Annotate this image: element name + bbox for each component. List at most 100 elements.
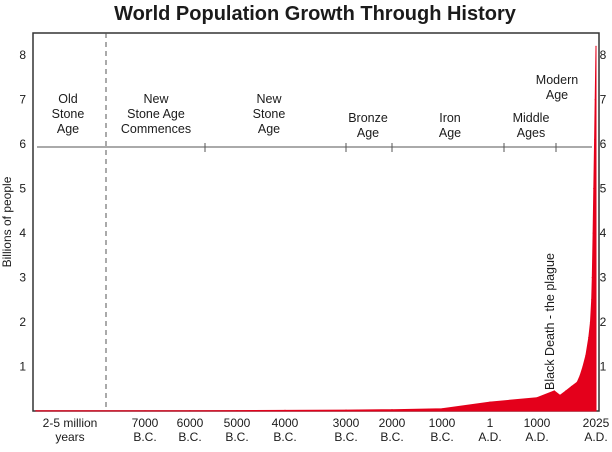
x-tick-label-line: 1 [487,416,494,430]
y-tick-label-right: 6 [600,137,607,151]
x-tick-label-line: A.D. [525,430,548,444]
population-series [35,45,597,412]
x-tick-label-line: B.C. [178,430,201,444]
x-tick-label-line: 3000 [333,416,360,430]
era-label-line: Ages [517,126,546,140]
data-point [391,409,393,411]
y-tick-label-right: 3 [600,271,607,285]
y-tick-label-left: 5 [19,182,26,196]
x-tick-label-line: B.C. [430,430,453,444]
y-tick-label-left: 6 [19,137,26,151]
era-label-line: Stone [52,107,85,121]
era-label-line: Commences [121,122,191,136]
era-dividers [204,143,557,152]
data-point [441,408,443,410]
x-tick-label-line: 2-5 million [43,416,98,430]
y-tick-label-right: 4 [600,226,607,240]
era-label-line: Modern [536,73,578,87]
data-point [144,410,146,412]
data-point [559,394,561,396]
data-point [594,99,596,101]
x-tick-label-line: A.D. [478,430,501,444]
x-tick-label-line: 2025 [583,416,610,430]
era-label-line: Age [439,126,461,140]
era-label-line: Age [57,122,79,136]
y-tick-label-right: 1 [600,360,607,374]
y-tick-label-right: 7 [600,93,607,107]
era-label-line: Stone [253,107,286,121]
plot-frame [32,32,600,412]
y-tick-label-left: 4 [19,226,26,240]
x-tick-label-line: B.C. [273,430,296,444]
data-point [595,45,597,47]
era-label-line: Stone Age [127,107,185,121]
y-tick-label-right: 8 [600,48,607,62]
y-tick-label-left: 3 [19,271,26,285]
y-axis-label-group: Billions of people [0,176,14,267]
x-tick-label-line: B.C. [380,430,403,444]
data-point [591,299,593,301]
x-tick-label-line: A.D. [584,430,607,444]
population-area [35,46,597,412]
x-tick-label-line: years [55,430,84,444]
x-tick-label-line: 1000 [429,416,456,430]
data-point [284,409,286,411]
x-tick-label-line: 7000 [132,416,159,430]
x-tick-label-line: B.C. [334,430,357,444]
y-tick-label-left: 8 [19,48,26,62]
era-label-line: Iron [439,111,461,125]
data-point [553,390,555,392]
data-point [588,337,590,339]
data-point [585,354,587,356]
era-label-line: Bronze [348,111,388,125]
black-death-annotation: Black Death - the plague [543,253,557,390]
era-label-line: New [143,92,169,106]
era-label-line: Old [58,92,78,106]
x-tick-label-line: B.C. [133,430,156,444]
data-point [593,188,595,190]
data-point [579,374,581,376]
y-tick-label-left: 2 [19,315,26,329]
y-tick-label-right: 5 [600,182,607,196]
y-tick-label-left: 1 [19,360,26,374]
x-tick-label-line: 2000 [379,416,406,430]
data-point [582,365,584,368]
y-axis-label: Billions of people [0,176,14,267]
chart-title: World Population Growth Through History [114,3,517,25]
data-point [35,410,37,412]
x-tick-label-line: 4000 [272,416,299,430]
y-tick-label-left: 7 [19,93,26,107]
x-tick-label: 1A.D. [478,416,501,444]
data-point [189,410,191,412]
era-label-line: Middle [513,111,550,125]
data-point [570,385,573,388]
era-label-line: New [256,92,282,106]
x-tick-label-line: 5000 [224,416,251,430]
era-label-line: Age [546,88,568,102]
right-y-tick-labels: 1 2 3 4 5 6 7 8 [600,48,607,373]
data-point [489,401,491,403]
data-point [591,277,593,279]
data-point [236,410,238,412]
data-point [576,381,578,383]
data-point [565,390,567,392]
x-tick-label-line: 6000 [177,416,204,430]
